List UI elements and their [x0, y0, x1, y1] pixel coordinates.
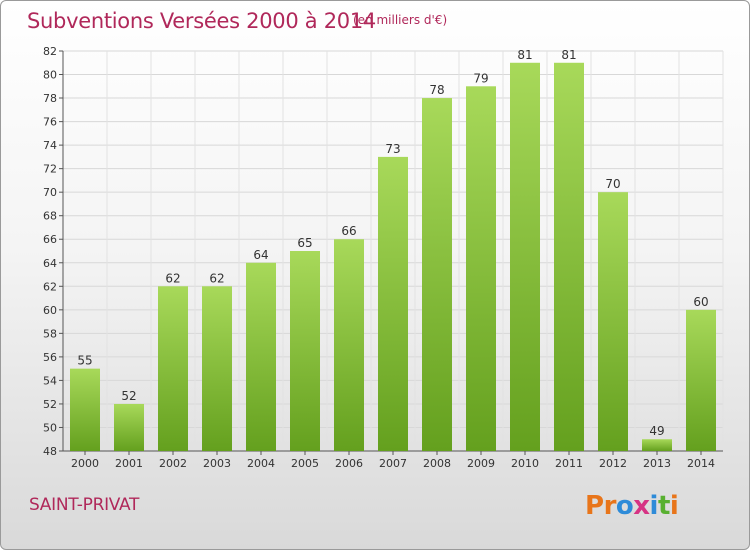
y-tick-label: 52 [43, 398, 57, 411]
y-tick-label: 78 [43, 92, 57, 105]
city-name: SAINT-PRIVAT [29, 495, 140, 515]
x-tick-label: 2000 [71, 457, 99, 470]
data-label: 52 [121, 389, 136, 403]
bars [70, 62, 716, 452]
x-tick-label: 2009 [467, 457, 495, 470]
x-tick-label: 2002 [159, 457, 187, 470]
y-tick-label: 62 [43, 280, 57, 293]
bar [466, 86, 496, 451]
bar [70, 368, 100, 451]
x-tick-label: 2014 [687, 457, 715, 470]
bar [158, 286, 188, 451]
data-label: 73 [385, 142, 400, 156]
data-label: 70 [605, 177, 620, 191]
logo-letter: i [669, 491, 679, 521]
x-tick-label: 2004 [247, 457, 275, 470]
data-label: 78 [429, 83, 444, 97]
y-tick-label: 72 [43, 163, 57, 176]
data-label: 65 [297, 236, 312, 250]
data-label: 81 [517, 48, 532, 62]
bar [246, 262, 276, 451]
y-tick-label: 70 [43, 186, 57, 199]
y-tick-label: 80 [43, 69, 57, 82]
x-tick-label: 2011 [555, 457, 583, 470]
bar [334, 239, 364, 451]
x-tick-label: 2010 [511, 457, 539, 470]
bar [686, 309, 716, 451]
y-tick-label: 54 [43, 374, 57, 387]
bar [422, 98, 452, 451]
chart-title: Subventions Versées 2000 à 2014 [27, 9, 376, 33]
logo-letter: i [649, 491, 659, 521]
y-tick-label: 68 [43, 210, 57, 223]
data-label: 49 [649, 424, 664, 438]
x-tick-label: 2005 [291, 457, 319, 470]
y-tick-label: 60 [43, 304, 57, 317]
y-tick-label: 82 [43, 45, 57, 58]
y-tick-label: 50 [43, 421, 57, 434]
y-tick-label: 64 [43, 257, 57, 270]
data-labels: 55 52 62 62 64 65 66 73 78 79 81 81 70 49 60 [77, 48, 708, 438]
x-tick-label: 2008 [423, 457, 451, 470]
bar [378, 156, 408, 451]
x-tick-label: 2007 [379, 457, 407, 470]
data-label: 64 [253, 248, 268, 262]
data-label: 79 [473, 71, 488, 85]
data-label: 62 [209, 271, 224, 285]
data-label: 60 [693, 295, 708, 309]
x-tick-labels: 2000 2001 2002 2003 2004 2005 2006 2007 2008 2009… [71, 457, 715, 470]
logo-letter: x [633, 491, 650, 521]
y-tick-label: 48 [43, 445, 57, 458]
data-label: 66 [341, 224, 356, 238]
proxiti-logo: Proxiti [585, 491, 679, 521]
bar [114, 403, 144, 451]
x-tick-label: 2003 [203, 457, 231, 470]
data-label: 55 [77, 354, 92, 368]
bar [510, 62, 540, 451]
y-tick-label: 66 [43, 233, 57, 246]
x-tick-label: 2006 [335, 457, 363, 470]
logo-letter: r [603, 491, 617, 521]
logo-letter: t [657, 491, 670, 521]
bar [202, 286, 232, 451]
logo-letter: P [585, 491, 604, 521]
x-tick-label: 2013 [643, 457, 671, 470]
bar [554, 62, 584, 451]
data-label: 62 [165, 271, 180, 285]
bar [642, 439, 672, 451]
y-tick-label: 76 [43, 116, 57, 129]
x-tick-label: 2001 [115, 457, 143, 470]
y-tick-label: 56 [43, 351, 57, 364]
bar [598, 192, 628, 452]
y-tick-label: 74 [43, 139, 57, 152]
bar [290, 251, 320, 451]
y-tick-labels: 48 50 52 54 56 58 60 62 64 66 68 70 72 74 76 78 80 82 [43, 45, 57, 458]
y-tick-label: 58 [43, 327, 57, 340]
chart-subtitle: (en milliers d'€) [353, 13, 448, 27]
logo-letter: o [615, 491, 634, 521]
x-tick-label: 2012 [599, 457, 627, 470]
data-label: 81 [561, 48, 576, 62]
